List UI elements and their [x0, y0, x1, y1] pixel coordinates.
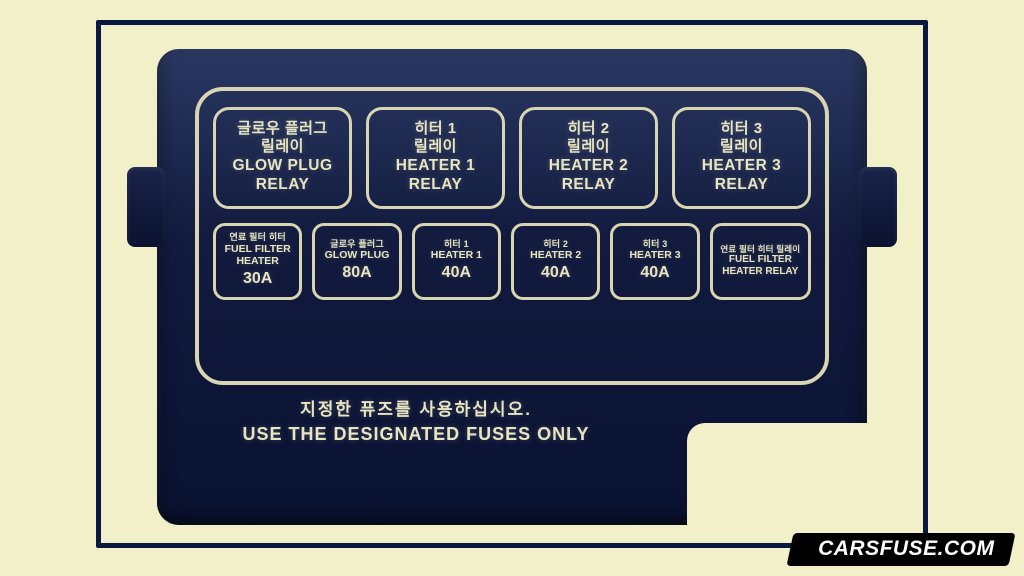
fuse-en: HEATER 1 [417, 249, 496, 261]
mounting-tab-left [127, 167, 165, 247]
relay-heater-3: 히터 3 릴레이 HEATER 3 RELAY [672, 107, 811, 209]
relay-en-line2: RELAY [220, 176, 345, 195]
fuse-en: HEATER 2 [516, 249, 595, 261]
fuse-amp: 40A [615, 264, 694, 283]
relay-kr-line2: 릴레이 [526, 138, 651, 156]
fuse-en: FUEL FILTER HEATER [218, 243, 297, 268]
fuse-fuel-filter-heater-relay: 연료 필터 히터 릴레이 FUEL FILTER HEATER RELAY [710, 223, 811, 299]
fuse-kr: 연료 필터 히터 릴레이 [715, 244, 806, 254]
fuse-heater-3: 히터 3 HEATER 3 40A [610, 223, 699, 299]
relay-en-line2: RELAY [526, 176, 651, 195]
fuse-en: GLOW PLUG [317, 249, 396, 261]
mounting-tab-right [859, 167, 897, 247]
footer-en: USE THE DESIGNATED FUSES ONLY [195, 422, 637, 446]
fusebox-body: 글로우 플러그 릴레이 GLOW PLUG RELAY 히터 1 릴레이 HEA… [157, 49, 867, 525]
relay-en-line1: HEATER 3 [679, 157, 804, 176]
label-panel: 글로우 플러그 릴레이 GLOW PLUG RELAY 히터 1 릴레이 HEA… [195, 87, 829, 385]
fuse-kr: 글로우 플러그 [317, 239, 396, 250]
image-frame: 글로우 플러그 릴레이 GLOW PLUG RELAY 히터 1 릴레이 HEA… [96, 20, 928, 548]
relay-kr-line2: 릴레이 [220, 138, 345, 156]
relay-en-line2: RELAY [373, 176, 498, 195]
relay-row: 글로우 플러그 릴레이 GLOW PLUG RELAY 히터 1 릴레이 HEA… [213, 107, 811, 209]
fuse-amp: 80A [317, 264, 396, 283]
fuse-heater-2: 히터 2 HEATER 2 40A [511, 223, 600, 299]
fuse-row: 연료 필터 히터 FUEL FILTER HEATER 30A 글로우 플러그 … [213, 223, 811, 299]
fuse-kr: 히터 3 [615, 239, 694, 250]
relay-heater-2: 히터 2 릴레이 HEATER 2 RELAY [519, 107, 658, 209]
relay-en-line1: HEATER 1 [373, 157, 498, 176]
fuse-amp: 30A [218, 270, 297, 289]
fuse-amp: 40A [417, 264, 496, 283]
fuse-heater-1: 히터 1 HEATER 1 40A [412, 223, 501, 299]
relay-kr-line1: 히터 2 [526, 120, 651, 138]
relay-kr-line2: 릴레이 [373, 138, 498, 156]
watermark-badge: CARSFUSE.COM [786, 533, 1015, 566]
relay-heater-1: 히터 1 릴레이 HEATER 1 RELAY [366, 107, 505, 209]
watermark-text: CARSFUSE.COM [818, 537, 994, 561]
relay-kr-line1: 히터 1 [373, 120, 498, 138]
relay-kr-line1: 히터 3 [679, 120, 804, 138]
relay-kr-line1: 글로우 플러그 [220, 120, 345, 138]
fuse-glow-plug: 글로우 플러그 GLOW PLUG 80A [312, 223, 401, 299]
fuse-kr: 히터 2 [516, 239, 595, 250]
relay-en-line1: GLOW PLUG [220, 157, 345, 176]
relay-glow-plug: 글로우 플러그 릴레이 GLOW PLUG RELAY [213, 107, 352, 209]
relay-en-line2: RELAY [679, 176, 804, 195]
fuse-en: HEATER 3 [615, 249, 694, 261]
relay-kr-line2: 릴레이 [679, 138, 804, 156]
fuse-kr: 히터 1 [417, 239, 496, 250]
fuse-fuel-filter-heater: 연료 필터 히터 FUEL FILTER HEATER 30A [213, 223, 302, 299]
fuse-kr: 연료 필터 히터 [218, 232, 297, 243]
fuse-en-line1: FUEL FILTER [715, 254, 806, 266]
relay-en-line1: HEATER 2 [526, 157, 651, 176]
footer-kr: 지정한 퓨즈를 사용하십시오. [195, 399, 637, 422]
fuse-en-line2: HEATER RELAY [715, 266, 806, 278]
footer-warning: 지정한 퓨즈를 사용하십시오. USE THE DESIGNATED FUSES… [195, 399, 637, 446]
fuse-amp: 40A [516, 264, 595, 283]
